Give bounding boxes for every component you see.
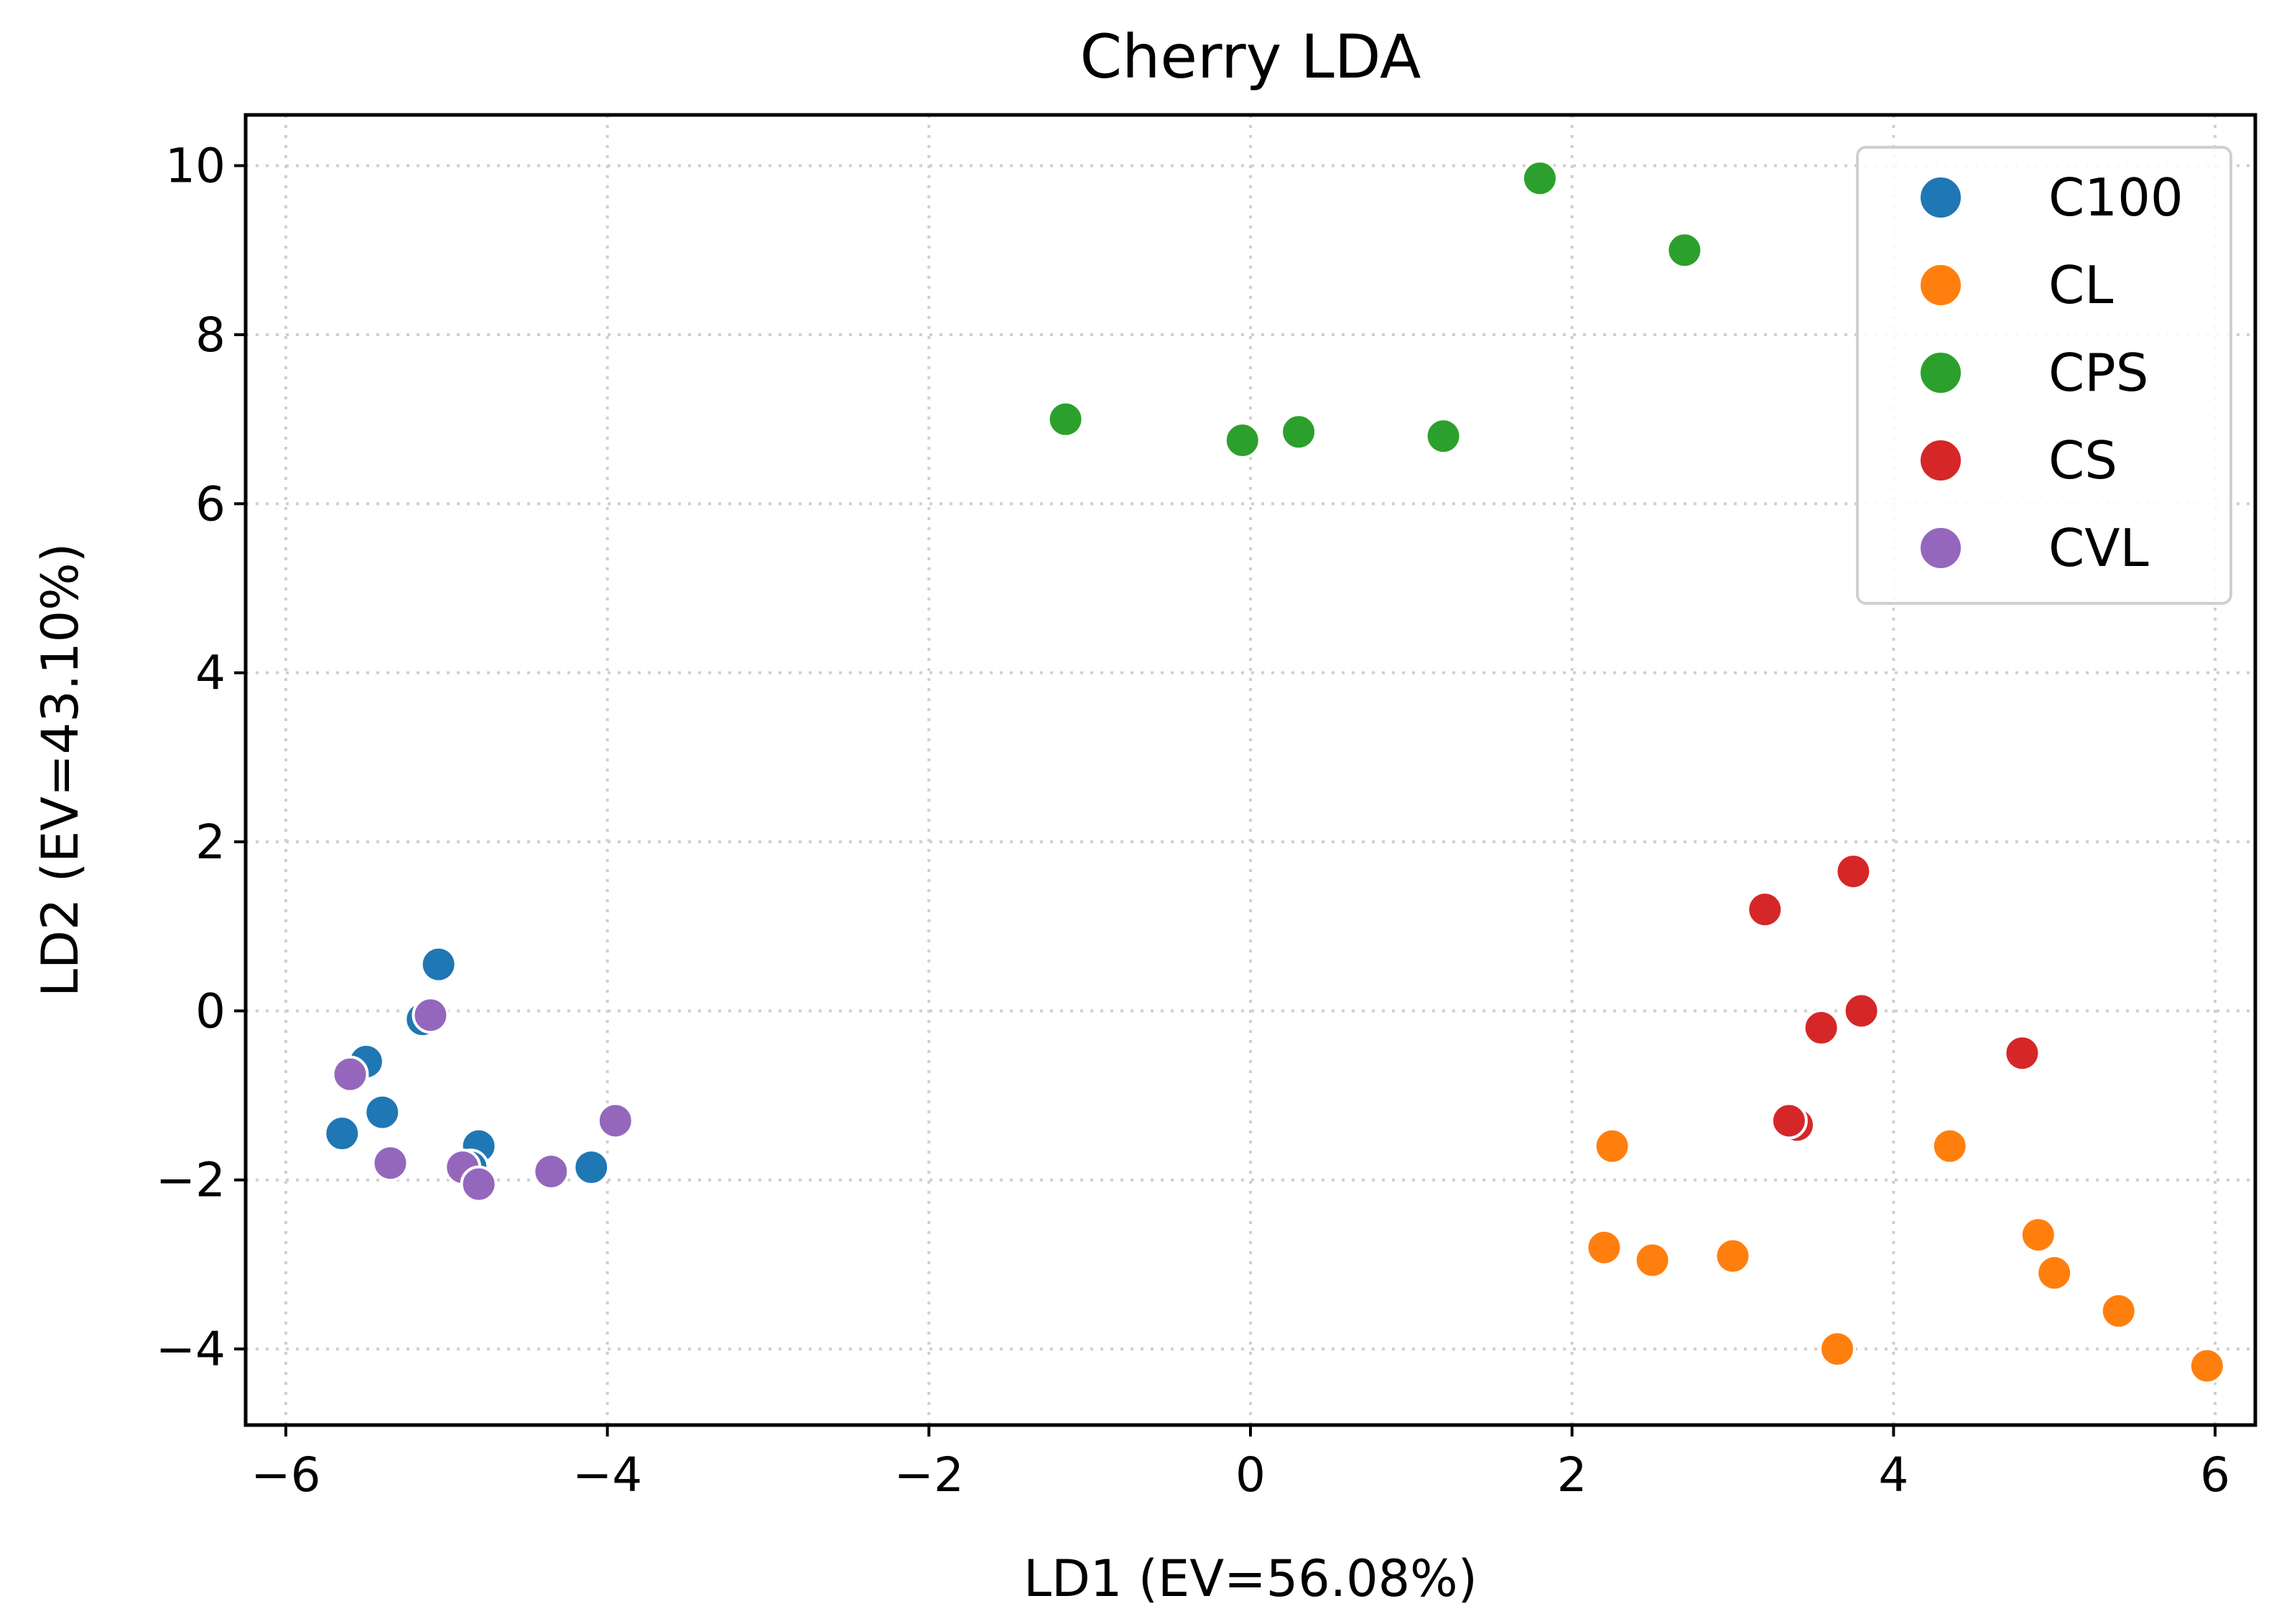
point-cl xyxy=(1714,1237,1752,1275)
legend-marker-cvl xyxy=(1918,525,1964,571)
point-cl xyxy=(2019,1216,2057,1254)
point-cl xyxy=(1593,1127,1631,1165)
point-cl xyxy=(2099,1292,2138,1330)
point-c100 xyxy=(363,1093,402,1131)
y-tick-label: 10 xyxy=(165,139,226,194)
x-tick-label: 4 xyxy=(1878,1447,1908,1503)
legend-marker-c100 xyxy=(1918,175,1964,221)
x-tick-label: 2 xyxy=(1557,1447,1587,1503)
point-cvl xyxy=(596,1102,634,1140)
point-cs xyxy=(1746,891,1784,929)
point-cs xyxy=(1770,1102,1808,1140)
legend-label-cs: CS xyxy=(2048,430,2117,491)
point-cps xyxy=(1424,417,1462,455)
legend-marker-cps xyxy=(1918,350,1964,396)
point-cvl xyxy=(460,1165,498,1203)
point-cps xyxy=(1046,400,1085,438)
data-points xyxy=(323,159,2226,1385)
point-cl xyxy=(1633,1241,1671,1279)
legend-box xyxy=(1856,146,2232,605)
x-tick-label: −2 xyxy=(894,1447,964,1503)
point-c100 xyxy=(323,1115,361,1153)
point-cl xyxy=(1819,1330,1857,1368)
x-tick-label: −6 xyxy=(251,1447,320,1503)
grid xyxy=(246,115,2255,1425)
y-tick-label: 4 xyxy=(195,646,226,701)
point-cvl xyxy=(371,1144,409,1182)
point-c100 xyxy=(419,945,458,983)
y-tick-label: −4 xyxy=(156,1322,226,1377)
x-tick-label: 0 xyxy=(1235,1447,1266,1503)
legend-label-cps: CPS xyxy=(2048,343,2148,403)
point-cs xyxy=(1802,1008,1840,1047)
point-cl xyxy=(1931,1127,1969,1165)
y-axis-label: LD2 (EV=43.10%) xyxy=(31,543,90,997)
point-cs xyxy=(2003,1034,2041,1072)
legend: C100 CL CPS CS CVL xyxy=(1856,146,2232,605)
point-cps xyxy=(1223,422,1261,460)
y-tick-label: 2 xyxy=(195,815,226,870)
x-tick-label: 6 xyxy=(2200,1447,2230,1503)
point-cvl xyxy=(532,1152,570,1190)
point-cvl xyxy=(412,996,450,1034)
y-tick-label: 6 xyxy=(195,476,226,532)
legend-label-cl: CL xyxy=(2048,255,2113,315)
point-cvl xyxy=(331,1055,369,1093)
axis-ticks: −6 −4 −2 0 2 4 6 −4 −2 0 2 4 6 8 10 xyxy=(156,139,2230,1503)
point-cs xyxy=(1834,853,1872,891)
legend-marker-cs xyxy=(1918,437,1964,483)
point-cl xyxy=(2036,1254,2074,1292)
legend-label-c100: C100 xyxy=(2048,167,2183,228)
point-cl xyxy=(2188,1347,2226,1385)
point-cps xyxy=(1521,159,1559,198)
point-c100 xyxy=(572,1149,611,1187)
legend-label-cvl: CVL xyxy=(2048,518,2149,578)
point-cps xyxy=(1666,231,1704,269)
y-tick-label: 8 xyxy=(195,307,226,363)
point-cs xyxy=(1842,992,1880,1030)
y-tick-label: −2 xyxy=(156,1153,226,1208)
chart-title: Cherry LDA xyxy=(1080,22,1421,92)
x-tick-label: −4 xyxy=(572,1447,642,1503)
x-axis-label: LD1 (EV=56.08%) xyxy=(1024,1549,1477,1608)
point-cl xyxy=(1585,1228,1623,1266)
point-cps xyxy=(1280,413,1318,451)
legend-marker-cl xyxy=(1918,262,1964,308)
y-tick-label: 0 xyxy=(195,983,226,1039)
